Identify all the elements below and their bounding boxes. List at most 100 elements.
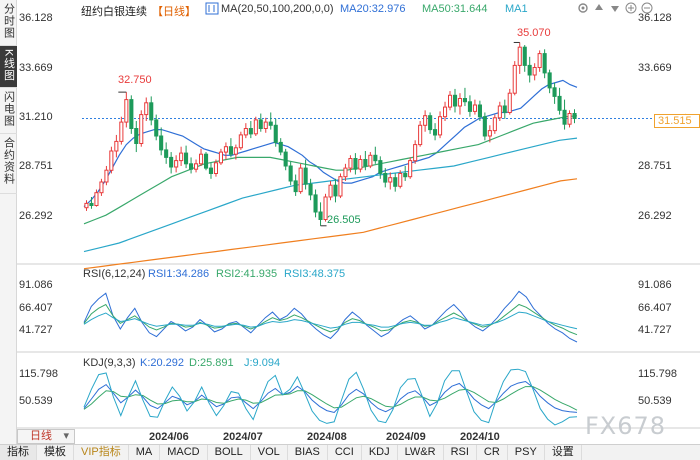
candle-body — [373, 154, 378, 162]
toolbar-item-settings[interactable]: 设置 — [545, 445, 582, 460]
candle-body — [263, 121, 268, 129]
toolbar-item-kdj[interactable]: KDJ — [362, 445, 398, 460]
y-tick: 36.128 — [638, 12, 672, 24]
toolbar-item-cr[interactable]: CR — [477, 445, 508, 460]
side-tab-bar: 分时图 K线图 闪电图 合约资料 — [0, 0, 17, 460]
tab-flash-chart[interactable]: 闪电图 — [0, 88, 17, 134]
candle-body — [278, 141, 283, 153]
candle-body — [323, 196, 328, 220]
y-tick: 66.407 — [638, 302, 672, 314]
candle-body — [358, 159, 363, 170]
rsi1-value: RSI1:34.286 — [148, 268, 210, 280]
y-tick: 50.539 — [638, 395, 672, 407]
candle-body — [388, 177, 393, 183]
candle-body — [438, 116, 443, 136]
candle-body — [253, 119, 258, 135]
toolbar-item-rsi[interactable]: RSI — [444, 445, 477, 460]
toolbar-item-lwr[interactable]: LW&R — [398, 445, 444, 460]
candle-body — [497, 105, 502, 119]
candle-body — [542, 53, 547, 74]
tab-contract-info[interactable]: 合约资料 — [0, 134, 17, 194]
instrument-title: 纽约白银连续 — [81, 6, 147, 18]
tab-label: K线图 — [2, 49, 15, 82]
candle-body — [527, 64, 532, 76]
rsi2-value: RSI2:41.935 — [216, 268, 278, 280]
rsi-line-rsi1 — [83, 290, 578, 343]
candle-body — [243, 128, 248, 136]
candle-body — [268, 121, 273, 126]
rsi-line-rsi2 — [83, 303, 578, 336]
candle-body — [84, 202, 89, 209]
candle-body — [472, 104, 477, 112]
kdj-d-value: D:25.891 — [189, 357, 234, 369]
candle-body — [273, 124, 278, 143]
indicator-toolbar: 指标 模板 VIP指标 MA MACD BOLL VOL BIAS CCI KD… — [0, 444, 700, 460]
y-tick-left: 91.086 — [19, 279, 53, 291]
candle-body — [228, 146, 233, 155]
toolbar-item-bias[interactable]: BIAS — [288, 445, 328, 460]
candle-body — [208, 167, 213, 175]
candle-body — [89, 202, 94, 206]
y-tick-left: 66.407 — [19, 302, 53, 314]
candle-body — [164, 149, 169, 158]
candle-body — [428, 115, 433, 131]
kdj-label: KDJ(9,3,3) — [83, 357, 136, 369]
candle-body — [179, 152, 184, 162]
toolbar-item-vip[interactable]: VIP指标 — [74, 445, 129, 460]
candle-body — [338, 176, 343, 197]
toolbar-item-macd[interactable]: MACD — [160, 445, 208, 460]
toolbar-item-ma[interactable]: MA — [129, 445, 161, 460]
candle-body — [134, 128, 139, 144]
candle-body — [572, 113, 577, 119]
candle-body — [189, 163, 194, 170]
y-tick-left: 31.210 — [19, 111, 53, 123]
period-tag: 【日线】 — [152, 6, 196, 18]
candle-body — [547, 72, 552, 89]
y-tick-left: 26.292 — [19, 210, 53, 222]
prev-high-label: 32.750 — [118, 74, 152, 86]
toolbar-item-template[interactable]: 模板 — [37, 445, 74, 460]
ma-label: MA(20,50,100,200,0,0) — [221, 3, 334, 15]
candle-body — [248, 128, 253, 135]
candle-body — [223, 146, 228, 153]
toolbar-item-indicator[interactable]: 指标 — [0, 445, 37, 460]
candle-body — [403, 173, 408, 178]
period-select[interactable]: 日线 ▾ — [17, 429, 75, 444]
chevron-down-icon: ▾ — [63, 430, 69, 442]
toolbar-item-boll[interactable]: BOLL — [208, 445, 251, 460]
candle-body — [328, 184, 333, 198]
candle-body — [398, 173, 403, 187]
candle-body — [517, 46, 522, 66]
candle-body — [199, 153, 204, 165]
chart-canvas[interactable] — [17, 0, 700, 430]
candle-body — [159, 135, 164, 151]
kdj-line-j — [83, 368, 578, 426]
tab-kline-chart[interactable]: K线图 — [0, 46, 17, 88]
candle-body — [233, 147, 238, 155]
toolbar-item-cci[interactable]: CCI — [328, 445, 362, 460]
candle-body — [378, 160, 383, 174]
candle-body — [448, 94, 453, 108]
watermark-logo: FX678 — [585, 412, 667, 440]
candle-body — [149, 102, 154, 121]
y-tick-left: 50.539 — [19, 395, 53, 407]
kline-chart-area[interactable]: 纽约白银连续 【日线】 MA(20,50,100,200,0,0) MA20:3… — [17, 0, 700, 443]
candle-body — [537, 53, 542, 68]
candle-body — [139, 114, 144, 144]
candle-body — [258, 119, 263, 130]
candle-body — [557, 95, 562, 111]
toolbar-item-vol[interactable]: VOL — [251, 445, 288, 460]
y-tick: 91.086 — [638, 279, 672, 291]
ma-line-ma50 — [83, 115, 578, 225]
rsi3-value: RSI3:48.375 — [284, 268, 346, 280]
toolbar-item-psy[interactable]: PSY — [508, 445, 545, 460]
ma50-value: MA50:31.644 — [422, 3, 488, 15]
tab-time-chart[interactable]: 分时图 — [0, 0, 17, 46]
candle-body — [333, 184, 338, 197]
candle-body — [104, 169, 109, 183]
candle-body — [507, 92, 512, 113]
y-tick: 115.798 — [638, 368, 677, 380]
y-tick: 28.751 — [638, 160, 672, 172]
candle-body — [154, 119, 159, 137]
candle-body — [94, 192, 99, 206]
